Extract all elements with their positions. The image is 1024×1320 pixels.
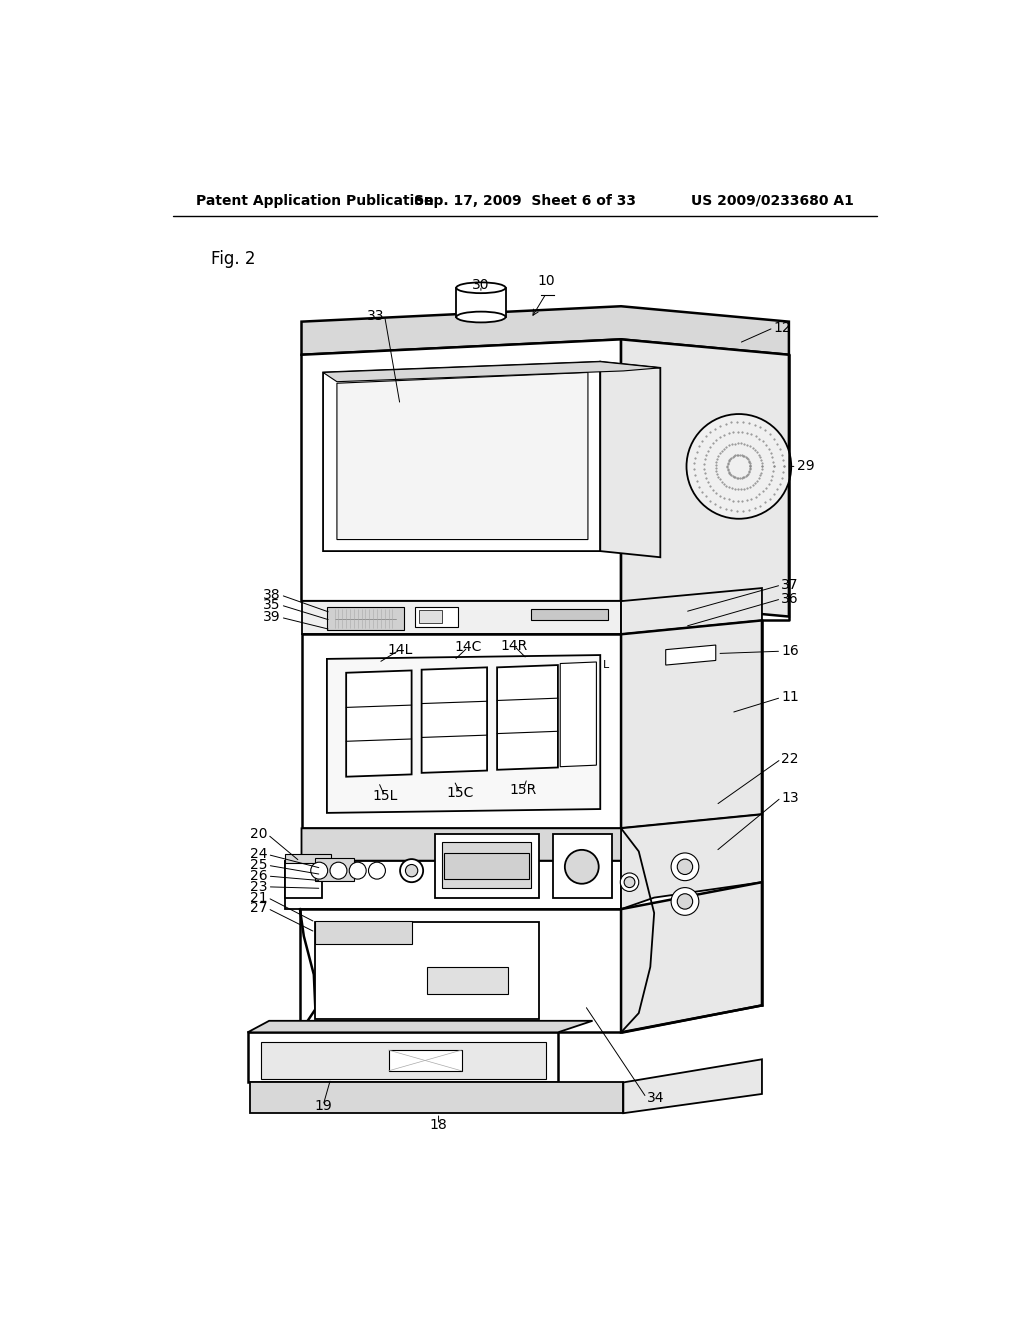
Circle shape <box>310 862 328 879</box>
Text: 14L: 14L <box>387 643 413 656</box>
Circle shape <box>677 859 692 874</box>
Polygon shape <box>301 601 621 635</box>
Text: 13: 13 <box>781 791 799 804</box>
Polygon shape <box>248 1032 558 1082</box>
Text: 29: 29 <box>797 459 814 474</box>
Text: US 2009/0233680 A1: US 2009/0233680 A1 <box>691 194 854 207</box>
Polygon shape <box>666 645 716 665</box>
Polygon shape <box>624 1059 762 1113</box>
Polygon shape <box>457 288 506 317</box>
Text: 27: 27 <box>250 902 267 915</box>
Text: 16: 16 <box>781 644 799 659</box>
Circle shape <box>349 862 367 879</box>
Text: 15L: 15L <box>372 789 397 803</box>
Text: 11: 11 <box>781 690 799 705</box>
Polygon shape <box>560 663 596 767</box>
Polygon shape <box>444 853 528 879</box>
Polygon shape <box>261 1043 547 1078</box>
Circle shape <box>621 873 639 891</box>
Polygon shape <box>300 909 621 1032</box>
Polygon shape <box>301 635 621 829</box>
Circle shape <box>724 645 739 661</box>
Polygon shape <box>327 607 403 630</box>
Polygon shape <box>388 1051 462 1071</box>
Text: 30: 30 <box>472 279 489 293</box>
Polygon shape <box>323 362 660 381</box>
Text: Sep. 17, 2009  Sheet 6 of 33: Sep. 17, 2009 Sheet 6 of 33 <box>414 194 636 207</box>
Text: 19: 19 <box>314 1098 332 1113</box>
Circle shape <box>565 850 599 884</box>
Polygon shape <box>497 665 558 770</box>
Text: 25: 25 <box>250 858 267 873</box>
Polygon shape <box>285 861 621 909</box>
Polygon shape <box>621 589 762 635</box>
Polygon shape <box>621 814 762 909</box>
Circle shape <box>400 859 423 882</box>
Text: 36: 36 <box>781 591 799 606</box>
Circle shape <box>330 862 347 879</box>
Text: 24: 24 <box>250 847 267 862</box>
Ellipse shape <box>457 282 506 293</box>
Polygon shape <box>621 882 762 1032</box>
Polygon shape <box>315 923 539 1019</box>
Polygon shape <box>285 854 331 863</box>
Text: 14C: 14C <box>454 640 481 655</box>
Text: 23: 23 <box>250 880 267 894</box>
Polygon shape <box>250 1082 624 1113</box>
Polygon shape <box>301 339 621 601</box>
Polygon shape <box>621 620 762 829</box>
Polygon shape <box>337 372 588 540</box>
Text: 39: 39 <box>263 610 281 624</box>
Text: 35: 35 <box>263 598 281 612</box>
Ellipse shape <box>457 312 506 322</box>
Circle shape <box>671 853 698 880</box>
Text: 12: 12 <box>773 321 792 335</box>
Text: 14R: 14R <box>501 639 527 653</box>
Text: L: L <box>602 660 609 671</box>
Circle shape <box>625 876 635 887</box>
Polygon shape <box>315 921 412 944</box>
Polygon shape <box>346 671 412 776</box>
Polygon shape <box>301 306 788 355</box>
Circle shape <box>369 862 385 879</box>
Text: 33: 33 <box>368 309 385 323</box>
Circle shape <box>686 414 792 519</box>
Text: 15C: 15C <box>446 785 474 800</box>
Polygon shape <box>416 607 458 627</box>
Text: Fig. 2: Fig. 2 <box>211 249 256 268</box>
Text: 21: 21 <box>250 891 267 904</box>
Polygon shape <box>285 861 322 898</box>
Text: 18: 18 <box>430 1118 447 1131</box>
Polygon shape <box>553 834 611 898</box>
Circle shape <box>677 894 692 909</box>
Polygon shape <box>315 858 354 880</box>
Text: 34: 34 <box>646 1090 664 1105</box>
Polygon shape <box>323 362 600 552</box>
Polygon shape <box>600 362 660 557</box>
Circle shape <box>406 865 418 876</box>
Polygon shape <box>442 842 531 888</box>
Text: 20: 20 <box>250 828 267 841</box>
Polygon shape <box>422 668 487 774</box>
Polygon shape <box>427 966 508 994</box>
Text: 37: 37 <box>781 578 799 591</box>
Polygon shape <box>301 829 654 861</box>
Polygon shape <box>248 1020 593 1032</box>
Polygon shape <box>621 339 788 616</box>
Text: 26: 26 <box>250 869 267 883</box>
Text: 15R: 15R <box>510 783 537 797</box>
Polygon shape <box>327 655 600 813</box>
Polygon shape <box>554 842 608 894</box>
Text: Patent Application Publication: Patent Application Publication <box>196 194 434 207</box>
Polygon shape <box>435 834 539 898</box>
Text: 10: 10 <box>538 273 555 288</box>
Text: 22: 22 <box>781 752 799 766</box>
Polygon shape <box>419 610 442 623</box>
Text: 38: 38 <box>263 587 281 602</box>
Polygon shape <box>531 609 608 620</box>
Circle shape <box>671 887 698 915</box>
